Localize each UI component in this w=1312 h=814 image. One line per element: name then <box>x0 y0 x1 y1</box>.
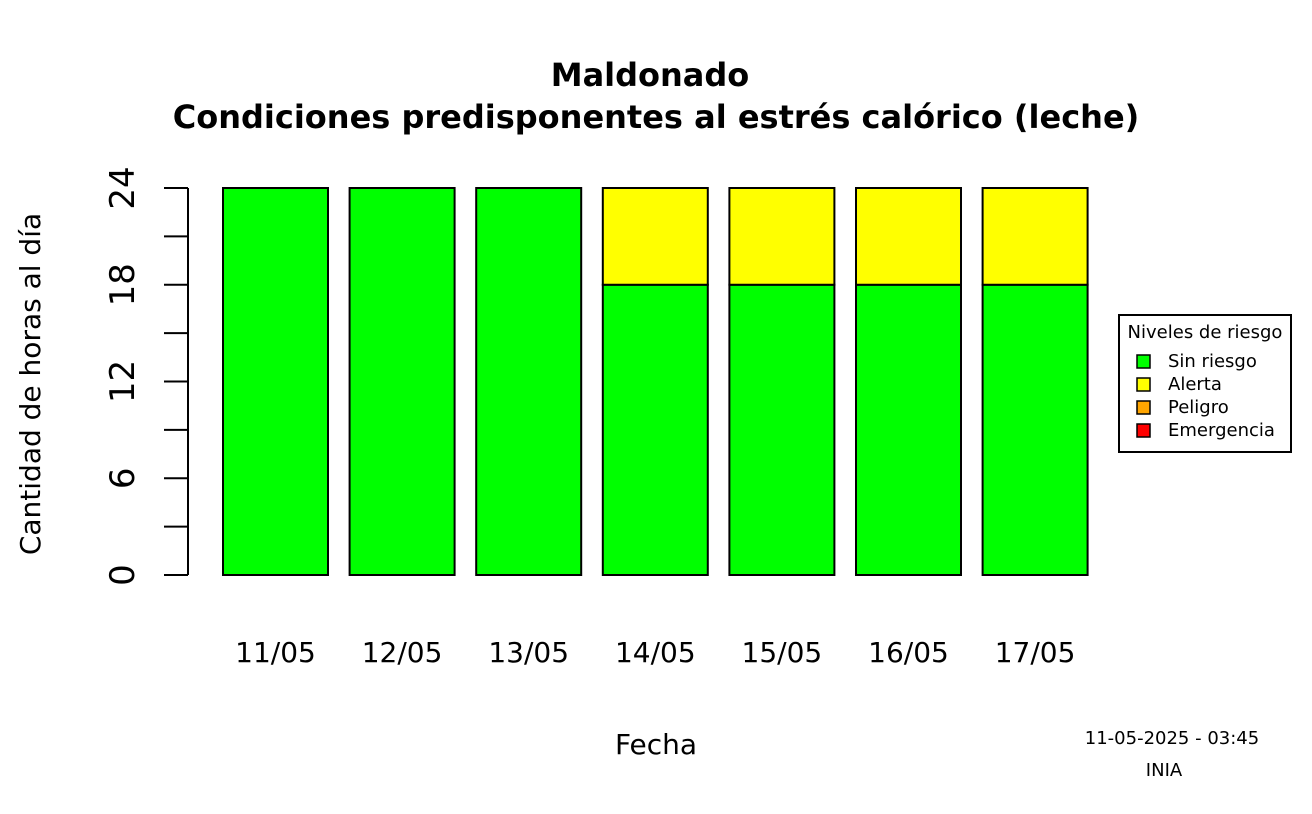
y-tick-label: 6 <box>103 467 143 489</box>
bars-group <box>222 187 1089 576</box>
legend-label: Sin riesgo <box>1168 351 1257 372</box>
footer-timestamp: 11-05-2025 - 03:45 <box>1085 728 1259 749</box>
x-tick-labels: 11/05 12/05 13/05 14/05 15/05 16/05 17/05 <box>235 636 1075 669</box>
legend-label: Emergencia <box>1168 420 1275 441</box>
x-tick-label: 14/05 <box>615 636 696 669</box>
y-tick-label: 12 <box>103 360 143 403</box>
bar-segment <box>475 187 583 576</box>
bar-segment <box>348 187 456 576</box>
legend-label: Alerta <box>1168 374 1222 395</box>
bar-segment <box>601 187 709 286</box>
y-axis-label: Cantidad de horas al día <box>14 213 47 555</box>
bar-segment <box>601 283 709 576</box>
bar-segment <box>728 283 836 576</box>
bar-segment <box>855 187 962 286</box>
x-tick-label: 15/05 <box>742 636 823 669</box>
y-tick-label: 18 <box>103 263 143 306</box>
x-tick-label: 13/05 <box>488 636 569 669</box>
legend-swatch <box>1136 377 1151 392</box>
legend-swatch <box>1136 423 1151 438</box>
bar-segment <box>222 187 329 576</box>
legend-title: Niveles de riesgo <box>1128 322 1283 343</box>
legend-swatch <box>1136 400 1151 415</box>
y-tick-label: 0 <box>103 564 143 586</box>
bar-segment <box>855 283 962 576</box>
bar-segment <box>981 283 1089 576</box>
x-tick-label: 17/05 <box>995 636 1076 669</box>
footer-source: INIA <box>1146 760 1183 781</box>
chart-subtitle: Condiciones predisponentes al estrés cal… <box>173 98 1140 136</box>
legend-swatch <box>1136 354 1151 369</box>
bar-segment <box>728 187 836 286</box>
x-tick-label: 16/05 <box>868 636 949 669</box>
legend: Niveles de riesgo Sin riesgoAlertaPeligr… <box>1118 314 1292 453</box>
chart-title: Maldonado <box>551 56 750 94</box>
bar-segment <box>981 187 1089 286</box>
legend-label: Peligro <box>1168 397 1229 418</box>
x-tick-label: 11/05 <box>235 636 316 669</box>
y-axis: 0 6 12 18 24 <box>103 166 189 586</box>
y-tick-label: 24 <box>103 166 143 209</box>
x-tick-label: 12/05 <box>362 636 443 669</box>
x-axis-label: Fecha <box>615 728 697 761</box>
legend-box <box>1118 314 1292 453</box>
